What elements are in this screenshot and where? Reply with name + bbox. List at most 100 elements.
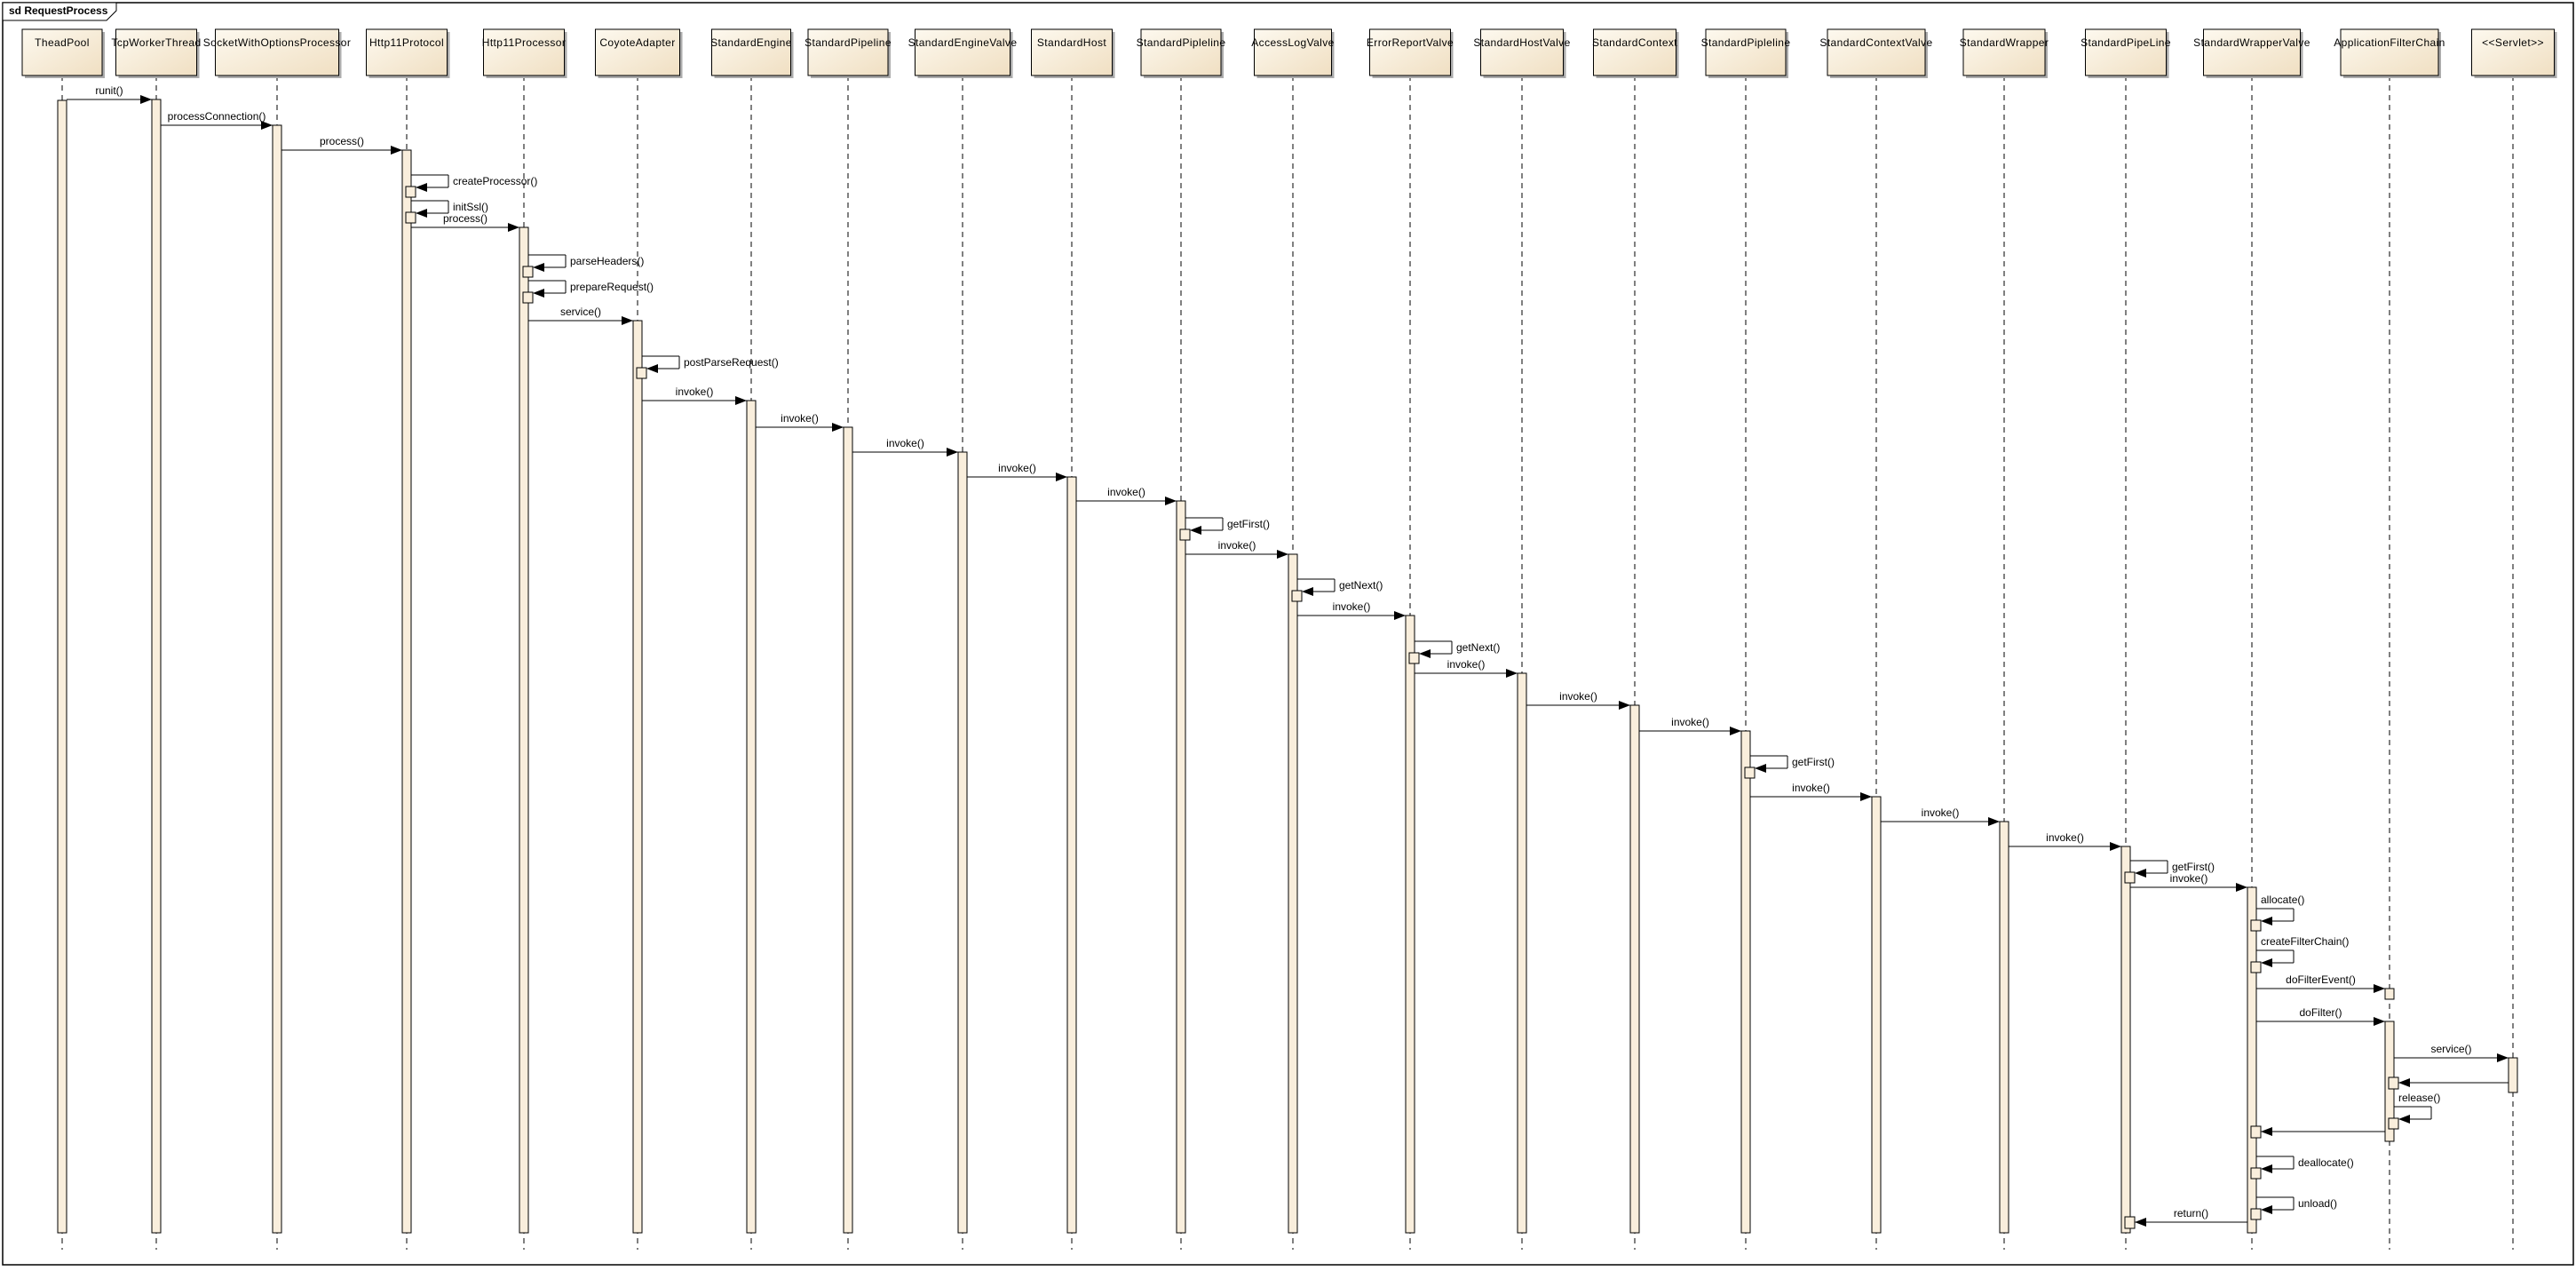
arrowhead-icon [1190, 526, 1201, 535]
arrowhead-icon [2135, 869, 2146, 878]
message-label: invoke() [2170, 872, 2208, 885]
lifeline-name: Http11Processor [482, 36, 566, 49]
activation-bar [746, 400, 757, 1234]
message-label: invoke() [1559, 690, 1597, 703]
activation-bar [1740, 730, 1751, 1234]
lifeline-head-standardwrapper[interactable] [1962, 28, 2046, 76]
activation-bar [1066, 476, 1077, 1234]
arrowhead-icon [140, 95, 152, 104]
nested-activation [405, 186, 416, 198]
lifeline-name: TcpWorkerThread [111, 36, 201, 49]
arrowhead-icon [2135, 1218, 2146, 1227]
lifeline-head-standardpipleline[interactable] [1140, 28, 1222, 76]
lifeline-head-servlet[interactable] [2471, 28, 2555, 76]
lifeline-name: StandardEngineValve [908, 36, 1018, 49]
lifeline-name: TheadPool [35, 36, 90, 49]
arrowhead-icon [646, 364, 658, 373]
arrowhead-icon [508, 223, 519, 232]
message-label: invoke() [781, 412, 819, 425]
lifeline-head-standardpipeline[interactable] [2085, 28, 2167, 76]
activation-bar [519, 226, 529, 1234]
message-label: unload() [2298, 1197, 2337, 1210]
activation-bar [957, 451, 968, 1234]
activation-bar [1288, 553, 1298, 1234]
lifeline-name: StandardPipleline [1137, 36, 1226, 49]
activation-bar [151, 99, 162, 1234]
nested-activation [636, 367, 647, 379]
arrowhead-icon [1056, 473, 1067, 481]
nested-activation [2250, 919, 2262, 932]
message-label: getNext() [1456, 641, 1500, 654]
activation-bar [843, 426, 853, 1234]
message-label: prepareRequest() [570, 281, 654, 293]
arrowhead-icon [1419, 649, 1431, 658]
message-label: invoke() [886, 437, 924, 449]
message-label: getFirst() [1227, 518, 1270, 530]
activation-bar [2508, 1057, 2518, 1093]
activation-bar [1176, 500, 1186, 1234]
message-label: postParseRequest() [684, 356, 779, 369]
message-label: parseHeaders() [570, 255, 644, 267]
arrowhead-icon [1988, 817, 2000, 826]
lifeline-name: StandardHostValve [1473, 36, 1570, 49]
lifeline-head-http11processor[interactable] [483, 28, 565, 76]
message-label: invoke() [1447, 658, 1486, 671]
lifeline-head-coyoteadapter[interactable] [595, 28, 680, 76]
lifeline-head-standardenginevalve[interactable] [915, 28, 1011, 76]
lifeline-head-standardpipleline[interactable] [1705, 28, 1787, 76]
lifeline-head-standardengine[interactable] [711, 28, 791, 76]
nested-activation [2250, 1167, 2262, 1180]
lifeline-head-tcpworkerthread[interactable] [115, 28, 197, 76]
lifeline-head-http11protocol[interactable] [366, 28, 448, 76]
message-label: initSsl() [453, 201, 488, 213]
lifeline-head-standardcontext[interactable] [1593, 28, 1676, 76]
arrowhead-icon [2261, 917, 2272, 925]
lifeline-name: StandardContext [1592, 36, 1677, 49]
message-label: invoke() [676, 385, 714, 398]
lifeline-head-standardwrappervalve[interactable] [2203, 28, 2301, 76]
lifeline-head-socketwithoptionsprocessor[interactable] [215, 28, 339, 76]
frame-title: sd RequestProcess [9, 4, 108, 17]
lifeline-head-accesslogvalve[interactable] [1254, 28, 1332, 76]
activation-bar [1517, 672, 1527, 1234]
lifeline-name: <<Servlet>> [2482, 36, 2544, 49]
arrowhead-icon [2398, 1115, 2410, 1124]
nested-activation [2124, 871, 2136, 884]
activation-bar [2384, 988, 2395, 1000]
lifeline-head-standardcontextvalve[interactable] [1827, 28, 1926, 76]
arrowhead-icon [391, 146, 402, 155]
message-label: runit() [95, 84, 123, 97]
lifeline-head-standardpipeline[interactable] [807, 28, 889, 76]
arrowhead-icon [2398, 1078, 2410, 1087]
activation-bar [2247, 886, 2257, 1234]
lifeline-head-standardhostvalve[interactable] [1480, 28, 1564, 76]
lifeline-name: StandardEngine [710, 36, 792, 49]
message-label: invoke() [2046, 831, 2084, 844]
lifeline-head-errorreportvalve[interactable] [1369, 28, 1451, 76]
message-label: doFilterEvent() [2286, 973, 2356, 986]
lifeline-name: AccessLogValve [1251, 36, 1334, 49]
message-label: processConnection() [168, 110, 266, 123]
nested-activation [1744, 767, 1756, 779]
nested-activation [2250, 1125, 2262, 1139]
activation-bar [401, 149, 412, 1234]
lifeline-head-applicationfilterchain[interactable] [2340, 28, 2439, 76]
message-label: process() [443, 212, 487, 225]
nested-activation [2388, 1117, 2399, 1130]
message-label: invoke() [998, 462, 1036, 474]
arrowhead-icon [1860, 792, 1872, 801]
lifeline-name: StandardPipeLine [2081, 36, 2171, 49]
arrowhead-icon [1302, 587, 1313, 596]
message-label: getFirst() [1792, 756, 1835, 768]
activation-bar [272, 124, 282, 1234]
lifeline-head-theadpool[interactable] [21, 28, 103, 76]
activation-bar [1405, 615, 1415, 1234]
lifeline-head-standardhost[interactable] [1031, 28, 1113, 76]
nested-activation [1291, 590, 1303, 602]
nested-activation [1408, 652, 1420, 664]
arrowhead-icon [2374, 984, 2385, 993]
activation-bar [632, 320, 643, 1234]
